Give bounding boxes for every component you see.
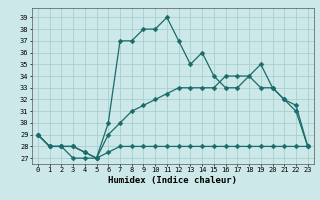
X-axis label: Humidex (Indice chaleur): Humidex (Indice chaleur) bbox=[108, 176, 237, 185]
